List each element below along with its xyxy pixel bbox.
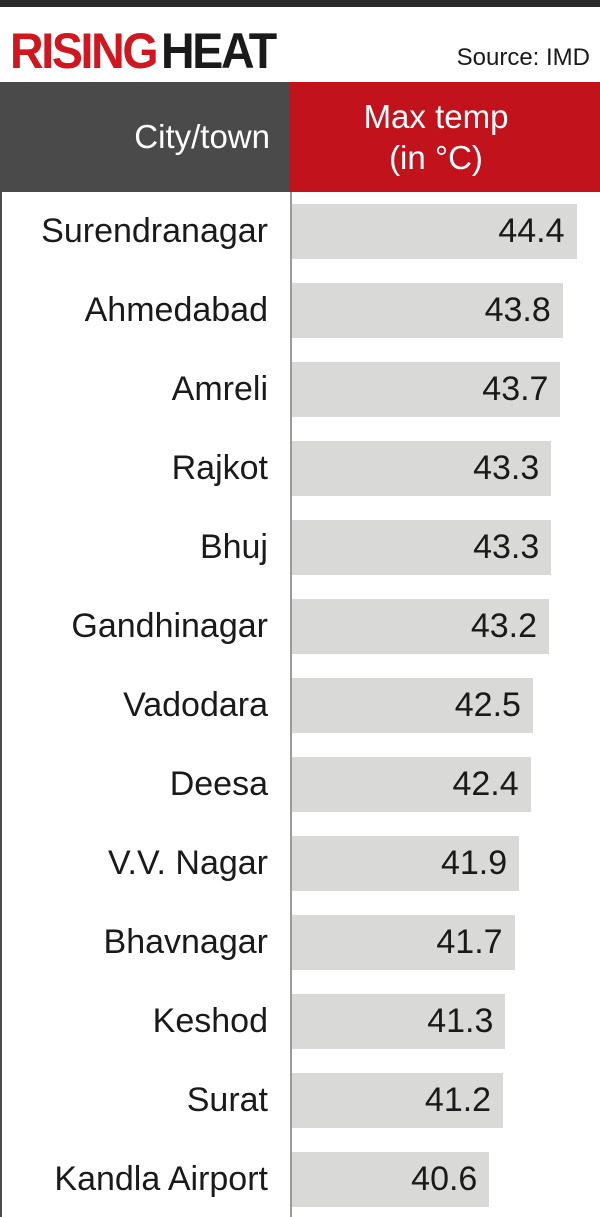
- temp-value-label: 40.6: [411, 1160, 478, 1198]
- temp-bar: [292, 1073, 504, 1128]
- temp-value-label: 42.5: [454, 686, 521, 724]
- city-label: Rajkot: [171, 449, 268, 487]
- temp-value-label: 42.4: [452, 765, 519, 803]
- table-row: Vadodara 42.5: [0, 666, 600, 745]
- temp-bar: [292, 441, 552, 496]
- city-label: Amreli: [171, 370, 268, 408]
- temp-value-label: 43.7: [482, 370, 549, 408]
- table-row: Bhuj 43.3: [0, 508, 600, 587]
- table-row: Rajkot 43.3: [0, 429, 600, 508]
- title-rising: RISING: [10, 23, 159, 79]
- table-row: Kandla Airport 40.6: [0, 1140, 600, 1217]
- table-row: Deesa 42.4: [0, 745, 600, 824]
- table-row: Bhavnagar 41.7: [0, 903, 600, 982]
- column-header-temp: Max temp (in °C): [290, 82, 600, 192]
- temp-value-label: 41.7: [436, 923, 503, 961]
- temp-value-label: 41.3: [427, 1002, 494, 1040]
- city-label: Ahmedabad: [84, 291, 268, 329]
- temp-bar: [292, 362, 561, 417]
- temp-bar: [292, 204, 577, 259]
- city-label: Surat: [186, 1081, 268, 1119]
- table-row: Surat 41.2: [0, 1061, 600, 1140]
- city-label: Bhavnagar: [103, 923, 268, 961]
- column-header-city-label: City/town: [134, 118, 270, 155]
- temp-value-label: 43.2: [470, 607, 537, 645]
- temp-value-label: 44.4: [498, 212, 565, 250]
- table-header: City/town Max temp (in °C): [0, 82, 600, 192]
- city-label: V.V. Nagar: [107, 844, 268, 882]
- source-label: Source: IMD: [456, 44, 590, 71]
- table-row: Amreli 43.7: [0, 350, 600, 429]
- temp-value-label: 41.2: [424, 1081, 492, 1119]
- temp-value-label: 43.8: [484, 291, 551, 329]
- city-label: Deesa: [169, 765, 268, 803]
- temp-bar: [292, 678, 533, 733]
- temp-bar: [292, 836, 520, 891]
- temp-bar: [292, 915, 515, 970]
- city-label: Kandla Airport: [54, 1160, 268, 1198]
- city-label: Gandhinagar: [71, 607, 268, 645]
- city-label: Bhuj: [199, 528, 268, 566]
- temp-bar: [292, 757, 531, 812]
- temp-value-label: 43.3: [473, 528, 540, 566]
- table-row: Keshod 41.3: [0, 982, 600, 1061]
- temp-bar: [292, 994, 506, 1049]
- temp-value-label: 43.3: [473, 449, 540, 487]
- table-row: V.V. Nagar 41.9: [0, 824, 600, 903]
- title-heat: HEAT: [161, 23, 277, 79]
- column-header-temp-line1: Max temp: [363, 97, 509, 135]
- table-row: Ahmedabad 43.8: [0, 271, 600, 350]
- temp-bar: [292, 283, 563, 338]
- column-header-temp-line2: (in °C): [389, 139, 483, 176]
- city-label: Surendranagar: [41, 212, 268, 250]
- table-row: Surendranagar 44.4: [0, 192, 600, 271]
- column-header-city: City/town: [0, 82, 290, 192]
- left-frame-line: [0, 192, 2, 1217]
- temp-value-label: 41.9: [440, 844, 508, 882]
- temp-bar: [292, 599, 549, 654]
- city-label: Keshod: [152, 1002, 268, 1040]
- top-rule: [0, 0, 600, 7]
- chart-title: RISING HEAT: [10, 16, 284, 76]
- temp-bar: [292, 520, 552, 575]
- column-divider: [290, 192, 292, 1217]
- temp-bar: [292, 1152, 490, 1207]
- city-label: Vadodara: [123, 686, 268, 724]
- table-row: Gandhinagar 43.2: [0, 587, 600, 666]
